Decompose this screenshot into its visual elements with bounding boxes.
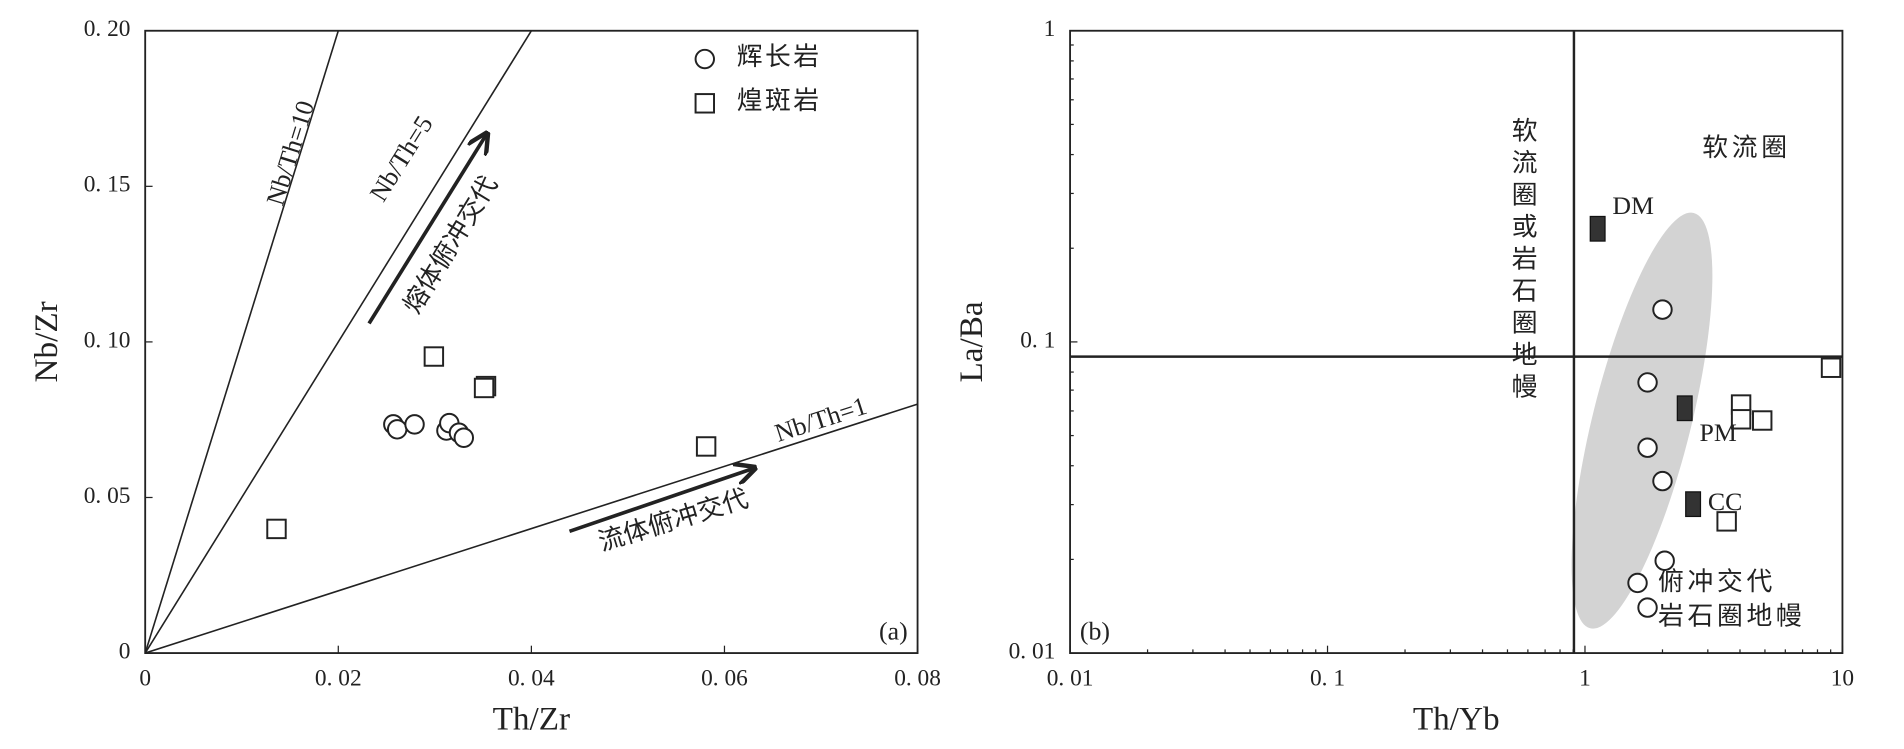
y-tick-label: 0 (119, 638, 131, 664)
point (386, 419, 408, 440)
point (404, 414, 425, 435)
point (266, 518, 287, 540)
y-tick-label: 0. 1 (1020, 327, 1055, 353)
legend-marker (694, 93, 716, 114)
point (453, 427, 475, 448)
x-tick-label: 0. 08 (894, 665, 941, 691)
x-tick-label: 0. 01 (1047, 665, 1094, 691)
y-tick-label: 0. 20 (84, 16, 131, 42)
x-tick-label: 0. 06 (701, 665, 748, 691)
legend-label: 煌斑岩 (737, 86, 822, 115)
legend-marker (694, 48, 716, 70)
arrow (568, 469, 753, 534)
ratio-line (145, 30, 340, 654)
plot-frame (144, 29, 919, 654)
reference-point (1685, 491, 1702, 518)
x-tick-label: 10 (1831, 665, 1854, 691)
y-tick-label: 0. 05 (84, 483, 131, 509)
y-tick-label: 0. 15 (84, 172, 131, 198)
point (1637, 437, 1658, 458)
point (1654, 550, 1675, 571)
x-axis-title: Th/Zr (493, 701, 570, 738)
point (423, 346, 445, 367)
point (1627, 572, 1648, 594)
reference-label: DM (1612, 191, 1654, 220)
y-tick-label: 1 (1044, 16, 1056, 42)
point (1652, 299, 1673, 320)
y-tick-label: 0. 01 (1009, 638, 1056, 664)
panel-label: (b) (1080, 616, 1110, 645)
field-ellipse (1571, 212, 1713, 629)
point (1730, 409, 1752, 430)
point (1652, 470, 1673, 492)
x-tick-label: 0. 04 (508, 665, 555, 691)
x-axis-title: Th/Yb (1413, 701, 1500, 738)
point (1716, 511, 1737, 532)
point (1637, 372, 1658, 393)
x-tick-label: 0. 02 (315, 665, 362, 691)
x-tick-label: 0. 1 (1310, 665, 1345, 691)
reference-point (1589, 215, 1606, 242)
y-tick-label: 0. 10 (84, 327, 131, 353)
y-axis-title: La/Ba (953, 301, 990, 382)
ratio-label: Nb/Th=10 (261, 97, 321, 209)
arrow (367, 135, 486, 325)
field-label: 软流圈 (1702, 133, 1791, 162)
point (473, 377, 495, 399)
point (1752, 410, 1773, 431)
reference-point (1676, 395, 1693, 422)
y-axis-title: Nb/Zr (28, 301, 65, 382)
plot-frame (1069, 29, 1844, 654)
point (1637, 597, 1658, 618)
legend-label: 辉长岩 (737, 42, 822, 71)
x-tick-label: 1 (1579, 665, 1591, 691)
field-label: 软流圈或岩石圈地幔 (1508, 117, 1537, 405)
ratio-line (145, 403, 918, 654)
ratio-label: Nb/Th=1 (771, 391, 870, 448)
reference-label: CC (1708, 487, 1742, 516)
point (1820, 357, 1842, 378)
x-tick-label: 0 (139, 665, 151, 691)
field-label: 俯冲交代 (1658, 567, 1776, 596)
point (695, 436, 717, 457)
field-label: 岩石圈地幔 (1658, 602, 1806, 631)
panel-label: (a) (879, 616, 908, 645)
reference-label: PM (1699, 418, 1736, 447)
ratio-label: Nb/Th=5 (364, 111, 439, 207)
ratio-line (145, 30, 533, 654)
